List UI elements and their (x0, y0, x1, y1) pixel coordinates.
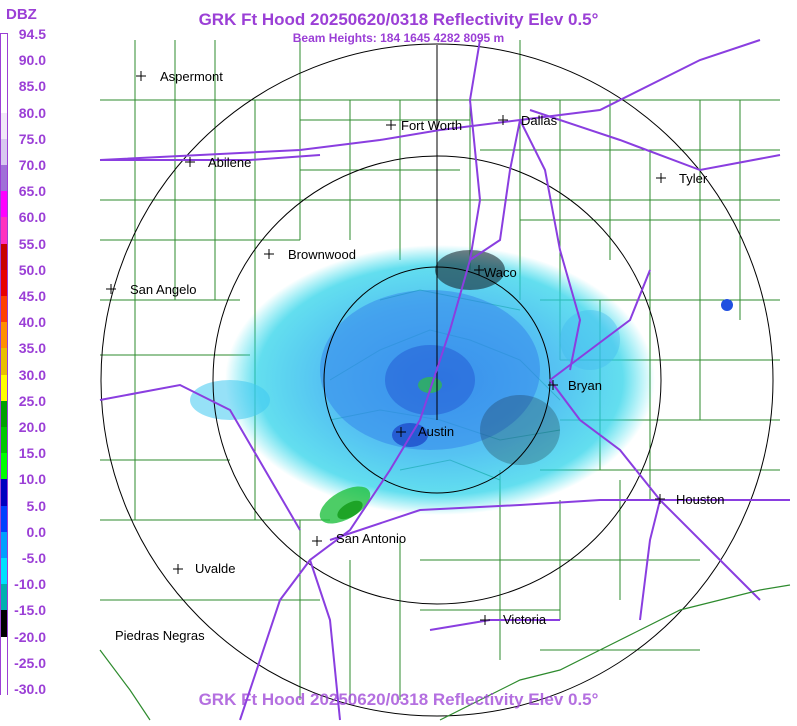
legend-level-label: -15.0 (14, 602, 46, 619)
legend-unit: DBZ (6, 6, 37, 23)
legend-color-swatch (1, 348, 7, 375)
legend-color-swatch (1, 165, 7, 192)
city-label: Aspermont (160, 69, 223, 84)
legend-color-swatch (1, 112, 7, 139)
legend-color-swatch (1, 269, 7, 296)
legend-level-label: 60.0 (18, 209, 46, 226)
legend-color-swatch (1, 243, 7, 270)
legend-level-label: 80.0 (18, 104, 46, 121)
legend-color-swatch (1, 217, 7, 244)
city-label: Waco (484, 265, 517, 280)
legend-color-swatch (1, 453, 7, 480)
city-markers (106, 71, 666, 625)
legend-level-label: 35.0 (18, 340, 46, 357)
city-label: Uvalde (195, 561, 235, 576)
page-title: GRK Ft Hood 20250620/0318 Reflectivity E… (198, 10, 599, 29)
legend-level-label: 45.0 (18, 288, 46, 304)
legend-color-bar (0, 33, 8, 716)
legend-level-label: 15.0 (18, 445, 46, 462)
city-label: Piedras Negras (115, 628, 205, 643)
legend-color-swatch (1, 296, 7, 323)
legend-level-label: 94.5 (18, 26, 46, 42)
legend-color-swatch (1, 636, 7, 663)
legend-level-label: 50.0 (18, 261, 46, 278)
legend-color-swatch (1, 138, 7, 165)
legend-color-swatch (1, 86, 7, 113)
dbz-legend: DBZ 94.5 90.0 85.0 80.0 75.0 70.0 65.0 60.0 55.0… (0, 0, 52, 716)
city-label: Dallas (521, 113, 558, 128)
city-label: Bryan (568, 378, 602, 393)
legend-level-label: -25.0 (14, 654, 46, 671)
legend-level-label: 90.0 (18, 52, 46, 69)
city-label: Austin (418, 424, 454, 439)
legend-color-swatch (1, 479, 7, 506)
legend-level-label: 30.0 (18, 366, 46, 383)
city-label: Abilene (208, 155, 251, 170)
legend-level-label: 85.0 (18, 78, 46, 95)
beam-heights: Beam Heights: 184 1645 4282 8095 m (292, 31, 505, 45)
legend-level-label: -10.0 (14, 576, 46, 593)
legend-color-swatch (1, 400, 7, 427)
city-labels: Aspermont Fort Worth Dallas Abilene Tyle… (115, 69, 724, 643)
legend-level-label: -20.0 (14, 628, 46, 645)
legend-level-label: -5.0 (21, 550, 46, 566)
legend-level-label: 20.0 (18, 419, 46, 435)
legend-color-swatch (1, 322, 7, 349)
legend-level-label: 65.0 (18, 183, 46, 200)
legend-color-swatch (1, 427, 7, 454)
legend-level-label: 10.0 (18, 471, 46, 488)
legend-color-swatch (1, 60, 7, 87)
city-label: Tyler (679, 171, 708, 186)
city-label: Brownwood (288, 247, 356, 262)
legend-level-label: 40.0 (18, 314, 46, 331)
legend-level-label: 5.0 (26, 497, 46, 514)
city-label: Victoria (503, 612, 547, 627)
legend-color-swatch (1, 558, 7, 585)
legend-color-swatch (1, 374, 7, 401)
legend-color-swatch (1, 531, 7, 558)
footer-title: GRK Ft Hood 20250620/0318 Reflectivity E… (198, 690, 599, 709)
legend-level-label: -30.0 (14, 681, 46, 697)
city-label: San Antonio (336, 531, 406, 546)
city-label: Houston (676, 492, 724, 507)
legend-level-label: 75.0 (18, 130, 46, 147)
legend-color-swatch (1, 584, 7, 611)
city-label: Fort Worth (401, 118, 462, 133)
legend-color-swatch (1, 505, 7, 532)
city-label: San Angelo (130, 282, 197, 297)
highways (99, 39, 790, 721)
legend-level-label: 70.0 (18, 157, 46, 173)
legend-level-label: 55.0 (18, 235, 46, 252)
coastline (99, 584, 791, 721)
legend-color-swatch (1, 689, 7, 716)
legend-color-swatch (1, 610, 7, 637)
legend-level-label: 0.0 (26, 523, 46, 540)
legend-color-swatch (1, 34, 7, 61)
legend-color-swatch (1, 662, 7, 689)
legend-color-swatch (1, 191, 7, 218)
legend-level-label: 25.0 (18, 392, 46, 409)
